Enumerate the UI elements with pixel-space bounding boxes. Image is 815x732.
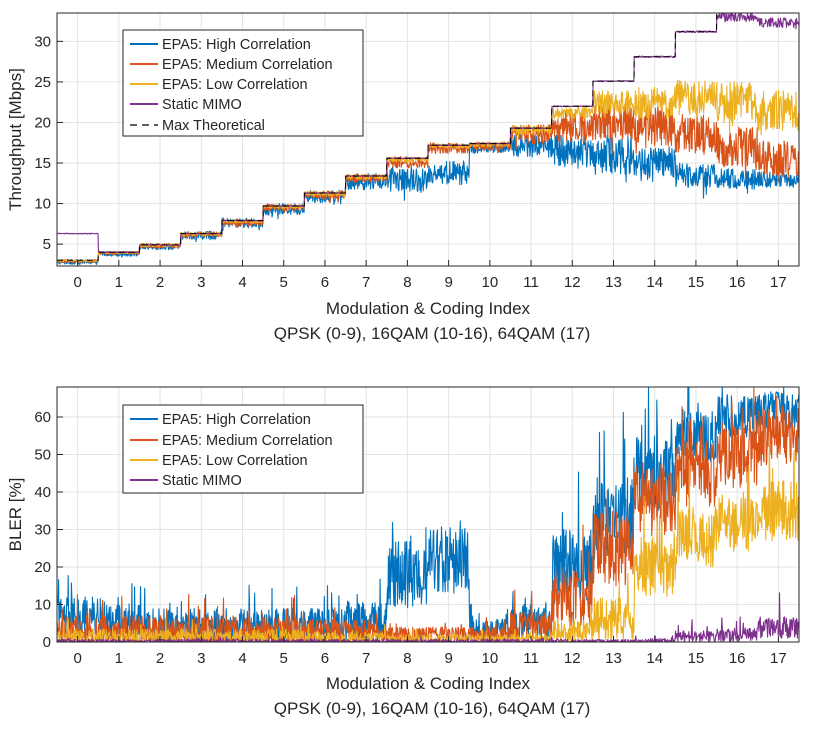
throughput-ylabel: Throughput [Mbps] [6, 68, 25, 211]
legend1-label-static: Static MIMO [162, 473, 242, 489]
max-theoretical-line [57, 12, 799, 261]
x-tick-label: 9 [444, 274, 452, 291]
x-tick-label: 13 [605, 274, 622, 291]
x-tick-label: 7 [362, 650, 370, 667]
x-tick-label: 12 [564, 650, 581, 667]
x-tick-label: 8 [403, 650, 411, 667]
throughput-legend: EPA5: High Correlation EPA5: Medium Corr… [122, 29, 364, 137]
x-tick-label: 10 [481, 274, 498, 291]
throughput-legend-box [122, 29, 364, 137]
x-tick-label: 0 [73, 650, 81, 667]
legend1-label-medium: EPA5: Medium Correlation [162, 433, 333, 449]
bler-subtitle: QPSK (0-9), 16QAM (10-16), 64QAM (17) [274, 699, 591, 718]
legend1-label-high: EPA5: High Correlation [162, 412, 311, 428]
x-tick-label: 7 [362, 274, 370, 291]
x-tick-label: 16 [729, 274, 746, 291]
legend1-label-low: EPA5: Low Correlation [162, 453, 308, 469]
y-tick-label: 0 [43, 634, 51, 651]
bler-axes-box [56, 386, 800, 643]
throughput-axes-box [56, 12, 800, 267]
y-tick-label: 20 [34, 114, 51, 131]
y-tick-label: 50 [34, 447, 51, 464]
x-tick-label: 14 [646, 274, 663, 291]
x-tick-label: 15 [688, 274, 705, 291]
y-tick-label: 60 [34, 409, 51, 426]
y-tick-label: 10 [34, 597, 51, 614]
x-tick-label: 17 [770, 274, 787, 291]
x-tick-label: 6 [321, 650, 329, 667]
bler-legend: EPA5: High Correlation EPA5: Medium Corr… [122, 404, 364, 494]
x-tick-label: 11 [523, 274, 539, 291]
x-tick-label: 11 [523, 650, 539, 667]
x-tick-label: 4 [238, 274, 246, 291]
y-tick-label: 30 [34, 33, 51, 50]
x-tick-label: 12 [564, 274, 581, 291]
y-tick-label: 5 [43, 236, 51, 253]
series-line-2 [56, 431, 800, 643]
series-line-3 [56, 12, 800, 254]
x-tick-label: 15 [688, 650, 705, 667]
legend0-label-static: Static MIMO [162, 97, 242, 113]
bler-xlabel: Modulation & Coding Index [326, 674, 531, 693]
y-tick-label: 20 [34, 559, 51, 576]
legend0-label-high: EPA5: High Correlation [162, 37, 311, 53]
x-tick-label: 0 [73, 274, 81, 291]
throughput-subtitle: QPSK (0-9), 16QAM (10-16), 64QAM (17) [274, 324, 591, 343]
x-tick-label: 5 [280, 274, 288, 291]
x-tick-label: 9 [444, 650, 452, 667]
y-tick-label: 30 [34, 522, 51, 539]
x-tick-label: 17 [770, 650, 787, 667]
x-tick-label: 1 [115, 650, 123, 667]
legend0-label-medium: EPA5: Medium Correlation [162, 57, 333, 73]
bler-ylabel: BLER [%] [6, 478, 25, 552]
y-tick-label: 25 [34, 74, 51, 91]
x-tick-label: 1 [115, 274, 123, 291]
x-tick-label: 3 [197, 650, 205, 667]
y-tick-label: 15 [34, 155, 51, 172]
y-tick-label: 40 [34, 484, 51, 501]
x-tick-label: 6 [321, 274, 329, 291]
x-tick-label: 2 [156, 650, 164, 667]
x-tick-label: 3 [197, 274, 205, 291]
x-tick-label: 4 [238, 650, 246, 667]
legend0-label-max: Max Theoretical [162, 118, 265, 134]
x-tick-label: 16 [729, 650, 746, 667]
throughput-xlabel: Modulation & Coding Index [326, 299, 531, 318]
x-tick-label: 14 [646, 650, 663, 667]
x-tick-label: 2 [156, 274, 164, 291]
legend0-label-low: EPA5: Low Correlation [162, 77, 308, 93]
x-tick-label: 13 [605, 650, 622, 667]
x-tick-label: 8 [403, 274, 411, 291]
x-tick-label: 5 [280, 650, 288, 667]
x-tick-label: 10 [481, 650, 498, 667]
y-tick-label: 10 [34, 196, 51, 213]
bler-legend-box [122, 404, 364, 494]
bler-chart: 0 1 2 3 4 5 6 7 8 9 10 11 12 13 14 15 16 170102030405060 … [6, 386, 800, 718]
throughput-series [56, 12, 800, 265]
